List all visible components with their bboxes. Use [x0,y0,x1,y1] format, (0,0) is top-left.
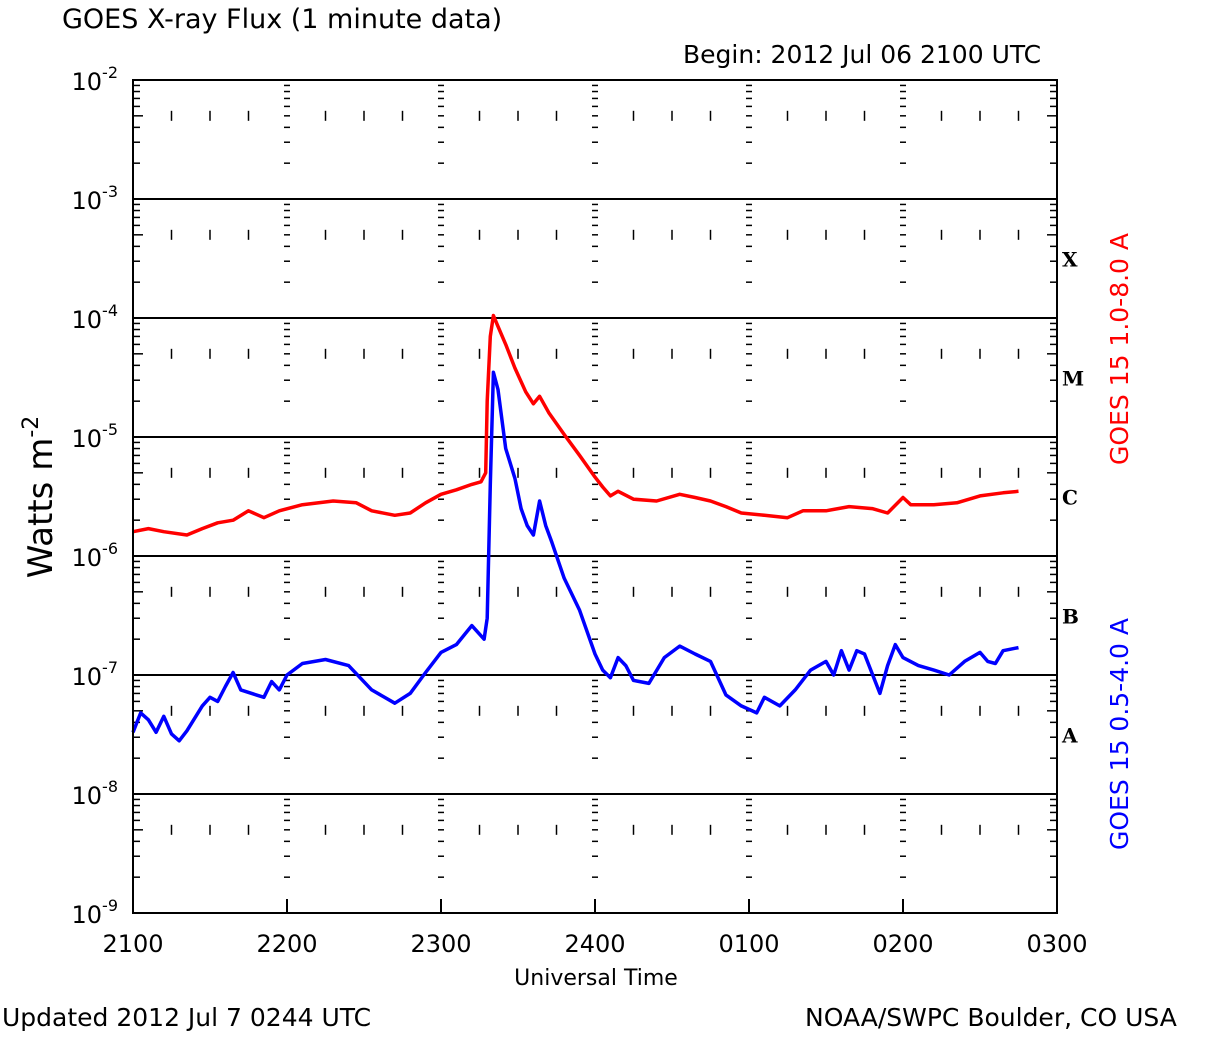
minor-ticks-layer [132,84,1058,914]
flare-class-label: A [1061,724,1078,748]
y-tick-label: 10-2 [72,63,119,96]
flare-class-label: X [1062,248,1078,272]
x-tick-label: 0100 [718,930,779,958]
y-tick-exponent: -3 [102,182,118,201]
y-tick-base: 10 [72,425,103,453]
x-tick-label: 2300 [410,930,471,958]
x-axis-label: Universal Time [514,966,678,991]
y-tick-label: 10-6 [72,539,119,572]
series-short-channel-line [131,370,1019,743]
y-tick-labels: 10-910-810-710-610-510-410-310-2 [72,63,119,929]
x-tick-label: 2400 [564,930,625,958]
y-tick-label: 10-9 [72,896,119,929]
grid-layer [133,198,1057,795]
y-tick-exponent: -6 [102,539,118,558]
y-tick-label: 10-7 [72,658,119,691]
flare-class-label: C [1062,486,1078,510]
x-tick-label: 0200 [872,930,933,958]
updated-timestamp: Updated 2012 Jul 7 0244 UTC [2,1003,372,1032]
y-axis-label: Watts m-2 [19,416,61,579]
y-axis-label-base: Watts m [21,438,61,579]
x-tick-label: 0300 [1026,930,1087,958]
y-tick-exponent: -9 [102,896,118,915]
y-tick-exponent: -4 [102,301,118,320]
x-tick-label: 2100 [102,930,163,958]
y-tick-base: 10 [72,663,103,691]
y-tick-base: 10 [72,901,103,929]
y-tick-base: 10 [72,782,103,810]
y-tick-base: 10 [72,544,103,572]
flare-class-label: B [1062,605,1079,629]
plot-frame [132,79,1058,914]
series-long-channel-line [132,313,1019,537]
y-tick-base: 10 [72,306,103,334]
x-tick-label: 2200 [256,930,317,958]
y-tick-label: 10-5 [72,420,119,453]
legend-long-channel: GOES 15 1.0-8.0 A [1105,233,1134,465]
y-tick-exponent: -2 [102,63,118,82]
legend-short-channel: GOES 15 0.5-4.0 A [1105,618,1134,850]
data-credit: NOAA/SWPC Boulder, CO USA [805,1003,1177,1032]
flare-class-label: M [1062,367,1084,391]
y-tick-label: 10-8 [72,777,119,810]
begin-time-label: Begin: 2012 Jul 06 2100 UTC [683,40,1042,69]
y-tick-exponent: -5 [102,420,118,439]
y-tick-label: 10-4 [72,301,119,334]
y-tick-base: 10 [72,68,103,96]
y-axis-label-exponent: -2 [19,416,44,438]
y-tick-exponent: -7 [102,658,118,677]
y-tick-exponent: -8 [102,777,118,796]
flare-class-labels: A B C M X [1061,248,1084,748]
chart-title: GOES X-ray Flux (1 minute data) [62,4,503,35]
y-tick-label: 10-3 [72,182,119,215]
y-tick-base: 10 [72,187,103,215]
series-layer [131,313,1019,743]
x-tick-labels: 2100 2200 2300 2400 0100 0200 0300 [102,930,1087,958]
